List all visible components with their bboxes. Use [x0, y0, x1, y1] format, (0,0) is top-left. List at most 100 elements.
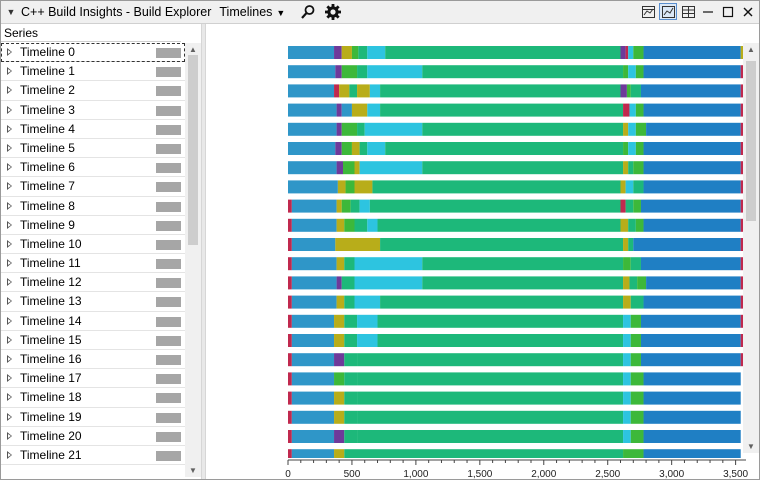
graph-view-icon[interactable] [639, 3, 657, 20]
series-row[interactable]: Timeline 15 [1, 331, 185, 350]
expand-arrow-icon[interactable] [7, 143, 12, 152]
timeline-segment [350, 199, 360, 213]
expand-arrow-icon[interactable] [7, 316, 12, 325]
expand-arrow-icon[interactable] [7, 374, 12, 383]
timeline-segment [291, 218, 337, 232]
expand-arrow-icon[interactable] [7, 48, 12, 56]
series-row[interactable]: Timeline 2 [1, 81, 185, 101]
timeline-segment [336, 161, 343, 175]
series-row[interactable]: Timeline 8 [1, 197, 185, 216]
timeline-segment [633, 199, 641, 213]
expand-arrow-icon[interactable] [7, 239, 12, 248]
series-scrollbar-thumb[interactable] [188, 55, 198, 245]
panel-splitter[interactable] [201, 24, 206, 479]
series-color-swatch [156, 450, 181, 461]
expand-arrow-icon[interactable] [7, 278, 12, 287]
series-row[interactable]: Timeline 16 [1, 350, 185, 370]
series-row[interactable]: Timeline 4 [1, 120, 185, 139]
timeline-segment [633, 46, 644, 59]
timeline-segment [344, 314, 358, 328]
series-row[interactable]: Timeline 9 [1, 216, 185, 235]
series-color-swatch [156, 105, 181, 116]
timeline-segment [630, 410, 644, 424]
timeline-segment [740, 65, 744, 79]
timeline-segment [336, 122, 342, 136]
scroll-down-icon[interactable]: ▼ [189, 466, 197, 475]
expand-arrow-icon[interactable] [7, 259, 12, 268]
series-row[interactable]: Timeline 21 [1, 446, 185, 466]
series-row[interactable]: Timeline 0 [1, 43, 185, 63]
timeline-segment [629, 103, 636, 117]
timeline-chart[interactable]: 0 500 1,000 1,500 2,000 2,500 3,000 3,500 [206, 24, 759, 479]
series-row[interactable]: Timeline 19 [1, 408, 185, 427]
expand-arrow-icon[interactable] [7, 450, 12, 459]
series-row[interactable]: Timeline 12 [1, 273, 185, 293]
timeline-segment [640, 353, 741, 367]
timeline-segment [291, 334, 335, 347]
series-scrollbar[interactable]: ▲ ▼ [185, 43, 201, 477]
scroll-down-icon[interactable]: ▼ [747, 442, 755, 451]
timeline-segment [288, 449, 292, 463]
timeline-segment [357, 410, 624, 424]
expand-arrow-icon[interactable] [7, 297, 12, 306]
timeline-segment [740, 295, 744, 309]
chart-scrollbar-thumb[interactable] [746, 61, 756, 221]
expand-arrow-icon[interactable] [7, 105, 12, 114]
collapse-chevron-icon[interactable]: ▼ [6, 7, 16, 17]
expand-arrow-icon[interactable] [7, 412, 12, 421]
scroll-up-icon[interactable]: ▲ [747, 45, 755, 54]
timeline-segment [630, 295, 644, 309]
expand-arrow-icon[interactable] [7, 355, 12, 363]
series-row[interactable]: Timeline 17 [1, 369, 185, 389]
graph-and-table-icon[interactable] [659, 3, 677, 20]
timeline-segment [380, 84, 621, 98]
gear-icon[interactable] [323, 3, 343, 21]
chart-scrollbar[interactable]: ▲ ▼ [743, 43, 759, 453]
series-row[interactable]: Timeline 18 [1, 388, 185, 408]
timeline-segment [628, 161, 634, 175]
series-column-header[interactable]: Series [1, 24, 181, 42]
expand-arrow-icon[interactable] [7, 124, 12, 133]
series-row[interactable]: Timeline 13 [1, 292, 185, 312]
close-icon[interactable] [739, 3, 757, 20]
timeline-segment [344, 410, 358, 424]
series-row-label: Timeline 5 [20, 140, 75, 155]
series-row[interactable]: Timeline 3 [1, 101, 185, 120]
timeline-segment [288, 314, 292, 328]
expand-arrow-icon[interactable] [7, 220, 12, 229]
timeline-segment [344, 353, 358, 367]
series-row[interactable]: Timeline 1 [1, 62, 185, 82]
timeline-segment [357, 314, 378, 328]
timeline-segment [643, 103, 741, 117]
timeline-segment [623, 295, 631, 309]
table-view-icon[interactable] [679, 3, 697, 20]
series-color-swatch [156, 355, 181, 365]
expand-arrow-icon[interactable] [7, 182, 12, 191]
expand-arrow-icon[interactable] [7, 431, 12, 440]
timeline-segment [367, 65, 423, 79]
expand-arrow-icon[interactable] [7, 393, 12, 402]
search-icon[interactable] [299, 3, 317, 21]
series-color-swatch [156, 239, 181, 250]
timeline-segment [623, 353, 631, 367]
timeline-segment [367, 103, 381, 117]
series-row[interactable]: Timeline 6 [1, 158, 185, 178]
series-row[interactable]: Timeline 11 [1, 254, 185, 274]
restore-icon[interactable] [719, 3, 737, 20]
expand-arrow-icon[interactable] [7, 201, 12, 210]
series-row[interactable]: Timeline 14 [1, 312, 185, 331]
timeline-segment [354, 276, 423, 290]
expand-arrow-icon[interactable] [7, 335, 12, 344]
scroll-up-icon[interactable]: ▲ [189, 45, 197, 54]
minimize-icon[interactable] [699, 3, 717, 20]
series-row-label: Timeline 20 [20, 428, 82, 443]
series-row[interactable]: Timeline 5 [1, 139, 185, 159]
series-row-label: Timeline 16 [20, 352, 82, 366]
expand-arrow-icon[interactable] [7, 86, 12, 95]
series-row[interactable]: Timeline 7 [1, 177, 185, 197]
expand-arrow-icon[interactable] [7, 163, 12, 172]
expand-arrow-icon[interactable] [7, 67, 12, 76]
series-row[interactable]: Timeline 10 [1, 235, 185, 255]
series-row[interactable]: Timeline 20 [1, 427, 185, 446]
view-selector-dropdown[interactable]: Timelines ▼ [219, 5, 285, 19]
